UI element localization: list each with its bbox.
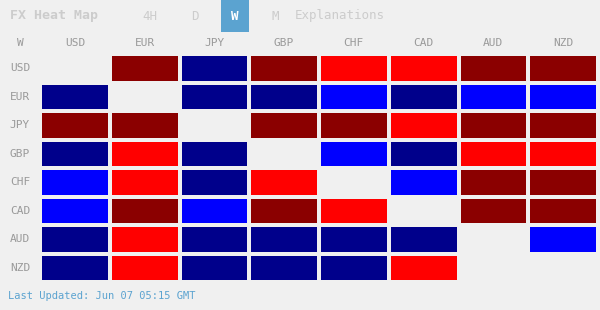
Bar xyxy=(530,227,596,251)
Bar xyxy=(321,227,387,251)
Text: AUD: AUD xyxy=(483,38,503,48)
Text: FX Heat Map: FX Heat Map xyxy=(10,10,98,23)
Text: EUR: EUR xyxy=(10,92,30,102)
Bar xyxy=(42,170,108,194)
Text: JPY: JPY xyxy=(10,120,30,130)
Bar xyxy=(42,198,108,223)
Bar xyxy=(461,56,526,81)
Bar xyxy=(182,227,247,251)
Bar xyxy=(112,198,178,223)
Bar xyxy=(251,170,317,194)
Bar xyxy=(42,227,108,251)
Bar xyxy=(42,85,108,109)
Bar xyxy=(461,141,526,166)
Bar xyxy=(391,255,457,280)
Text: CAD: CAD xyxy=(413,38,434,48)
Text: GBP: GBP xyxy=(10,149,30,159)
Text: CHF: CHF xyxy=(10,177,30,187)
Text: USD: USD xyxy=(65,38,85,48)
Bar xyxy=(321,255,387,280)
Bar xyxy=(321,85,387,109)
Bar xyxy=(182,85,247,109)
Bar xyxy=(251,56,317,81)
Bar xyxy=(42,113,108,138)
Text: CAD: CAD xyxy=(10,206,30,216)
Text: M: M xyxy=(271,10,279,23)
Bar xyxy=(530,85,596,109)
Bar xyxy=(321,56,387,81)
Bar xyxy=(530,113,596,138)
Bar xyxy=(112,227,178,251)
Bar xyxy=(112,56,178,81)
Bar xyxy=(112,170,178,194)
Bar xyxy=(461,85,526,109)
Text: JPY: JPY xyxy=(204,38,224,48)
Text: Last Updated: Jun 07 05:15 GMT: Last Updated: Jun 07 05:15 GMT xyxy=(8,291,196,301)
Bar xyxy=(251,85,317,109)
Bar xyxy=(112,255,178,280)
Bar xyxy=(182,170,247,194)
Bar xyxy=(251,227,317,251)
Text: NZD: NZD xyxy=(553,38,573,48)
Text: EUR: EUR xyxy=(134,38,155,48)
Bar xyxy=(391,141,457,166)
Text: NZD: NZD xyxy=(10,263,30,273)
Bar xyxy=(221,0,249,32)
Bar xyxy=(391,170,457,194)
Text: Explanations: Explanations xyxy=(295,10,385,23)
Bar xyxy=(391,56,457,81)
Bar xyxy=(112,141,178,166)
Text: AUD: AUD xyxy=(10,234,30,244)
Text: 4H: 4H xyxy=(143,10,157,23)
Bar xyxy=(391,113,457,138)
Bar xyxy=(182,198,247,223)
Text: D: D xyxy=(191,10,199,23)
Text: W: W xyxy=(17,38,23,48)
Bar xyxy=(42,255,108,280)
Bar xyxy=(530,141,596,166)
Bar xyxy=(251,113,317,138)
Text: GBP: GBP xyxy=(274,38,294,48)
Bar xyxy=(461,113,526,138)
Bar xyxy=(182,141,247,166)
Bar xyxy=(391,227,457,251)
Bar xyxy=(182,255,247,280)
Bar xyxy=(461,198,526,223)
Bar xyxy=(251,255,317,280)
Bar xyxy=(321,198,387,223)
Bar xyxy=(321,113,387,138)
Text: W: W xyxy=(231,10,239,23)
Bar xyxy=(321,141,387,166)
Bar xyxy=(112,113,178,138)
Text: USD: USD xyxy=(10,63,30,73)
Text: CHF: CHF xyxy=(344,38,364,48)
Bar xyxy=(530,56,596,81)
Bar xyxy=(530,170,596,194)
Bar xyxy=(251,198,317,223)
Bar xyxy=(530,198,596,223)
Bar xyxy=(42,141,108,166)
Bar xyxy=(461,170,526,194)
Bar xyxy=(391,85,457,109)
Bar xyxy=(182,56,247,81)
